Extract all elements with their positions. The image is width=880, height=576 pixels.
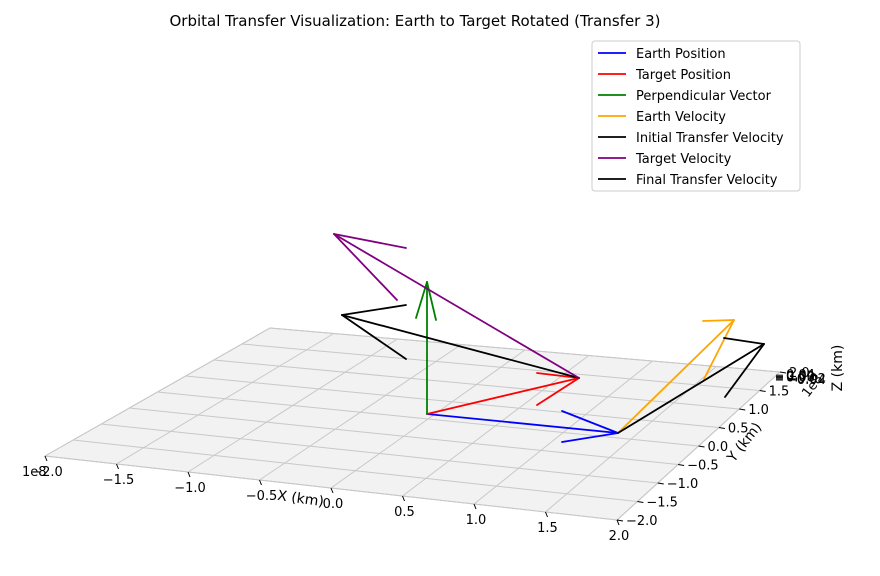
legend-label: Earth Position (636, 47, 726, 62)
x-tick-label: 0.5 (394, 505, 415, 520)
x-tick (616, 519, 620, 526)
vector-segment (561, 432, 619, 443)
x-tick (44, 455, 48, 462)
vector-segment (341, 304, 407, 316)
x-tick-label: −1.5 (103, 473, 135, 488)
y-tick-label: −1.0 (667, 477, 699, 492)
legend-frame (591, 40, 801, 192)
z-tick-label: 0.04 (786, 368, 815, 383)
vector-segment (426, 281, 437, 321)
legend-label: Final Transfer Velocity (636, 173, 778, 188)
grid-line-x (402, 355, 590, 497)
x-tick-label: 1.5 (537, 521, 558, 536)
y-tick-label: −2.0 (626, 514, 658, 529)
grid-line-y (241, 343, 760, 391)
vector-final-transfer-velocity (617, 337, 765, 434)
vectors (333, 233, 765, 443)
x-tick (545, 511, 548, 518)
z-tick-label: −0.02 (786, 372, 826, 387)
axes: −2.0−1.5−1.0−0.50.00.51.01.52.0−2.0−1.5−… (31, 366, 826, 544)
y-tick (678, 464, 685, 466)
z-tick-label: 0.00 (786, 371, 815, 386)
z-tick-label: −0.04 (786, 373, 826, 388)
vector-segment (561, 410, 619, 434)
x-tick (187, 471, 191, 478)
x-tick-label: −2.0 (31, 465, 63, 480)
vector-segment (723, 337, 765, 345)
y-tick (657, 482, 664, 485)
legend-label: Earth Velocity (636, 110, 726, 125)
x-tick-label: −0.5 (246, 489, 278, 504)
y-tick-label: −0.5 (687, 459, 719, 474)
y-tick (759, 390, 766, 392)
vector-earth-position (426, 410, 619, 443)
x-tick-label: 2.0 (609, 529, 630, 544)
y-tick-label: 1.5 (769, 385, 790, 400)
x-tick-label: −1.0 (174, 481, 206, 496)
vector-segment (536, 377, 580, 406)
y-tick-label: −1.5 (646, 496, 678, 511)
x-tick (116, 463, 119, 470)
vector-initial-transfer-velocity (341, 304, 580, 379)
x-tick (259, 479, 262, 486)
legend-label: Initial Transfer Velocity (636, 131, 784, 146)
y-tick (718, 427, 725, 429)
vector-segment (724, 343, 765, 398)
y-tick (616, 519, 624, 522)
x-tick (473, 503, 477, 510)
y-tick-label: 1.0 (748, 403, 769, 418)
x-tick (402, 495, 405, 502)
vector-segment (333, 233, 407, 249)
legend: Earth Position Target Position Perpendicul… (598, 47, 784, 188)
vector-segment (426, 413, 619, 434)
vector-segment (702, 319, 735, 322)
vector-segment (333, 233, 398, 301)
vector-earth-velocity (617, 319, 735, 434)
y-tick (739, 408, 746, 411)
vector-target-velocity (333, 233, 580, 379)
x-tick-label: 0.0 (323, 497, 344, 512)
vector-segment (617, 319, 735, 434)
x-tick-label: 1.0 (466, 513, 487, 528)
vector-segment (333, 233, 580, 379)
grid-line-x (473, 360, 653, 505)
z-tick-label: 0.02 (786, 369, 815, 384)
y-tick-label: 0.5 (728, 422, 749, 437)
y-tick (637, 501, 644, 503)
legend-label: Target Velocity (635, 152, 732, 167)
grid-line-y (269, 327, 781, 373)
y-tick (698, 445, 705, 448)
chart-title: Orbital Transfer Visualization: Earth to… (169, 12, 660, 30)
legend-label: Target Position (635, 68, 731, 83)
vector-segment (341, 314, 580, 379)
grid-line-y (157, 391, 699, 447)
y-tick-label: 0.0 (708, 440, 729, 455)
grid-line-y (185, 375, 719, 428)
y-tick-label: 2.0 (789, 366, 810, 381)
x-tick (330, 487, 334, 494)
vector-target-position (426, 372, 580, 415)
y-tick (779, 371, 787, 374)
vector-segment (703, 319, 735, 380)
vector-segment (536, 372, 580, 379)
vector-segment (341, 314, 407, 360)
z-axis-label: Z (km) (830, 345, 846, 392)
vector-segment (426, 377, 580, 415)
x-offset-label: 1e8 (22, 465, 47, 480)
vector-segment (617, 343, 765, 434)
legend-label: Perpendicular Vector (636, 89, 772, 104)
x-axis-label: X (km) (276, 488, 324, 510)
